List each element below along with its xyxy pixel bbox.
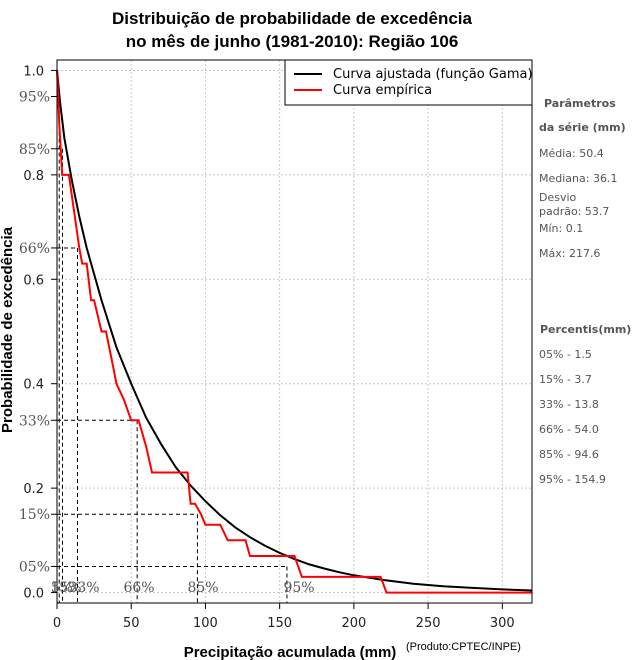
y-pct-label-3: 33% [19,413,50,429]
y-axis-ticks: 1.0 0.8 0.6 0.4 0.2 0.0 [23,64,57,602]
credit-text: (Produto:CPTEC/INPE) [406,641,521,653]
side-percentile-5: 95% - 154.9 [539,473,606,486]
side-panel: Parâmetros da série (mm) Média: 50.4 Med… [539,97,631,486]
side-percentile-3: 66% - 54.0 [539,423,599,436]
y-tick-label-3: 0.4 [23,378,44,393]
curves [56,70,533,594]
y-tick-label-0: 1.0 [23,64,44,79]
x-tick-label-2: 100 [193,616,218,631]
x-pct-label-5: 95% [283,580,314,596]
y-tick-label-4: 0.2 [23,482,44,497]
percentile-guides [57,96,288,603]
y-tick-label-1: 0.8 [23,169,44,184]
x-pct-label-4: 85% [187,580,218,596]
y-pct-label-1: 85% [19,142,50,158]
chart-title-line-2: no mês de junho (1981-2010): Região 106 [126,32,459,51]
legend-fitted-label: Curva ajustada (função Gama) [333,67,533,82]
y-pct-label-0: 95% [19,90,50,106]
x-tick-label-5: 250 [416,616,441,631]
x-pct-label-2: 33% [68,580,99,596]
legend: Curva ajustada (função Gama) Curva empír… [284,59,533,106]
y-pct-label-4: 15% [19,507,50,523]
legend-empirical-label: Curva empírica [333,83,432,98]
side-percentile-2: 33% - 13.8 [539,398,599,411]
stat-desvio-2: padrão: 53.7 [539,205,609,218]
x-tick-label-6: 300 [490,616,515,631]
param-heading-1: Parâmetros [544,97,616,110]
empirical-curve [56,70,532,594]
percentiles-heading: Percentis(mm) [540,323,631,336]
side-percentile-4: 85% - 94.6 [539,448,599,461]
side-percentile-list: 05% - 1.5 15% - 3.7 33% - 13.8 66% - 54.0 85… [539,348,606,486]
param-heading-2: da série (mm) [539,121,626,134]
fitted-gamma-curve [56,70,533,592]
x-tick-label-0: 0 [53,616,61,631]
legend-box [284,59,533,106]
y-tick-label-2: 0.6 [23,273,44,288]
x-pct-label-3: 66% [123,580,154,596]
stat-min: Mín: 0.1 [539,222,583,235]
x-pct-label-0: 5% [51,580,73,596]
chart-title-line-1: Distribuição de probabilidade de excedên… [112,9,472,28]
y-axis-title: Probabilidade de excedência [0,226,16,433]
x-tick-label-4: 200 [341,616,366,631]
x-axis-ticks: 0 50 100 150 200 250 300 [53,603,515,631]
grid-lines [56,60,532,603]
y-tick-label-5: 0.0 [23,587,44,602]
stat-mediana: Mediana: 36.1 [539,172,617,185]
x-axis-percent-labels: 5%15%33% 66% 85% 95% [50,580,314,596]
stat-media: Média: 50.4 [539,147,604,160]
side-percentile-1: 15% - 3.7 [539,373,592,386]
x-tick-label-3: 150 [267,616,292,631]
y-axis-percent-ticks: 95% 85% 66% 33% 15% 05% [19,90,57,575]
x-pct-label-1: 15% [50,580,81,596]
x-axis-title: Precipitação acumulada (mm) [184,644,397,660]
side-percentile-0: 05% - 1.5 [539,348,592,361]
stat-max: Máx: 217.6 [539,247,600,260]
stat-desvio-1: Desvio [539,191,577,204]
y-pct-label-5: 05% [19,559,50,575]
y-pct-label-2: 66% [19,241,50,257]
x-tick-label-1: 50 [123,616,140,631]
plot-frame [56,59,533,604]
